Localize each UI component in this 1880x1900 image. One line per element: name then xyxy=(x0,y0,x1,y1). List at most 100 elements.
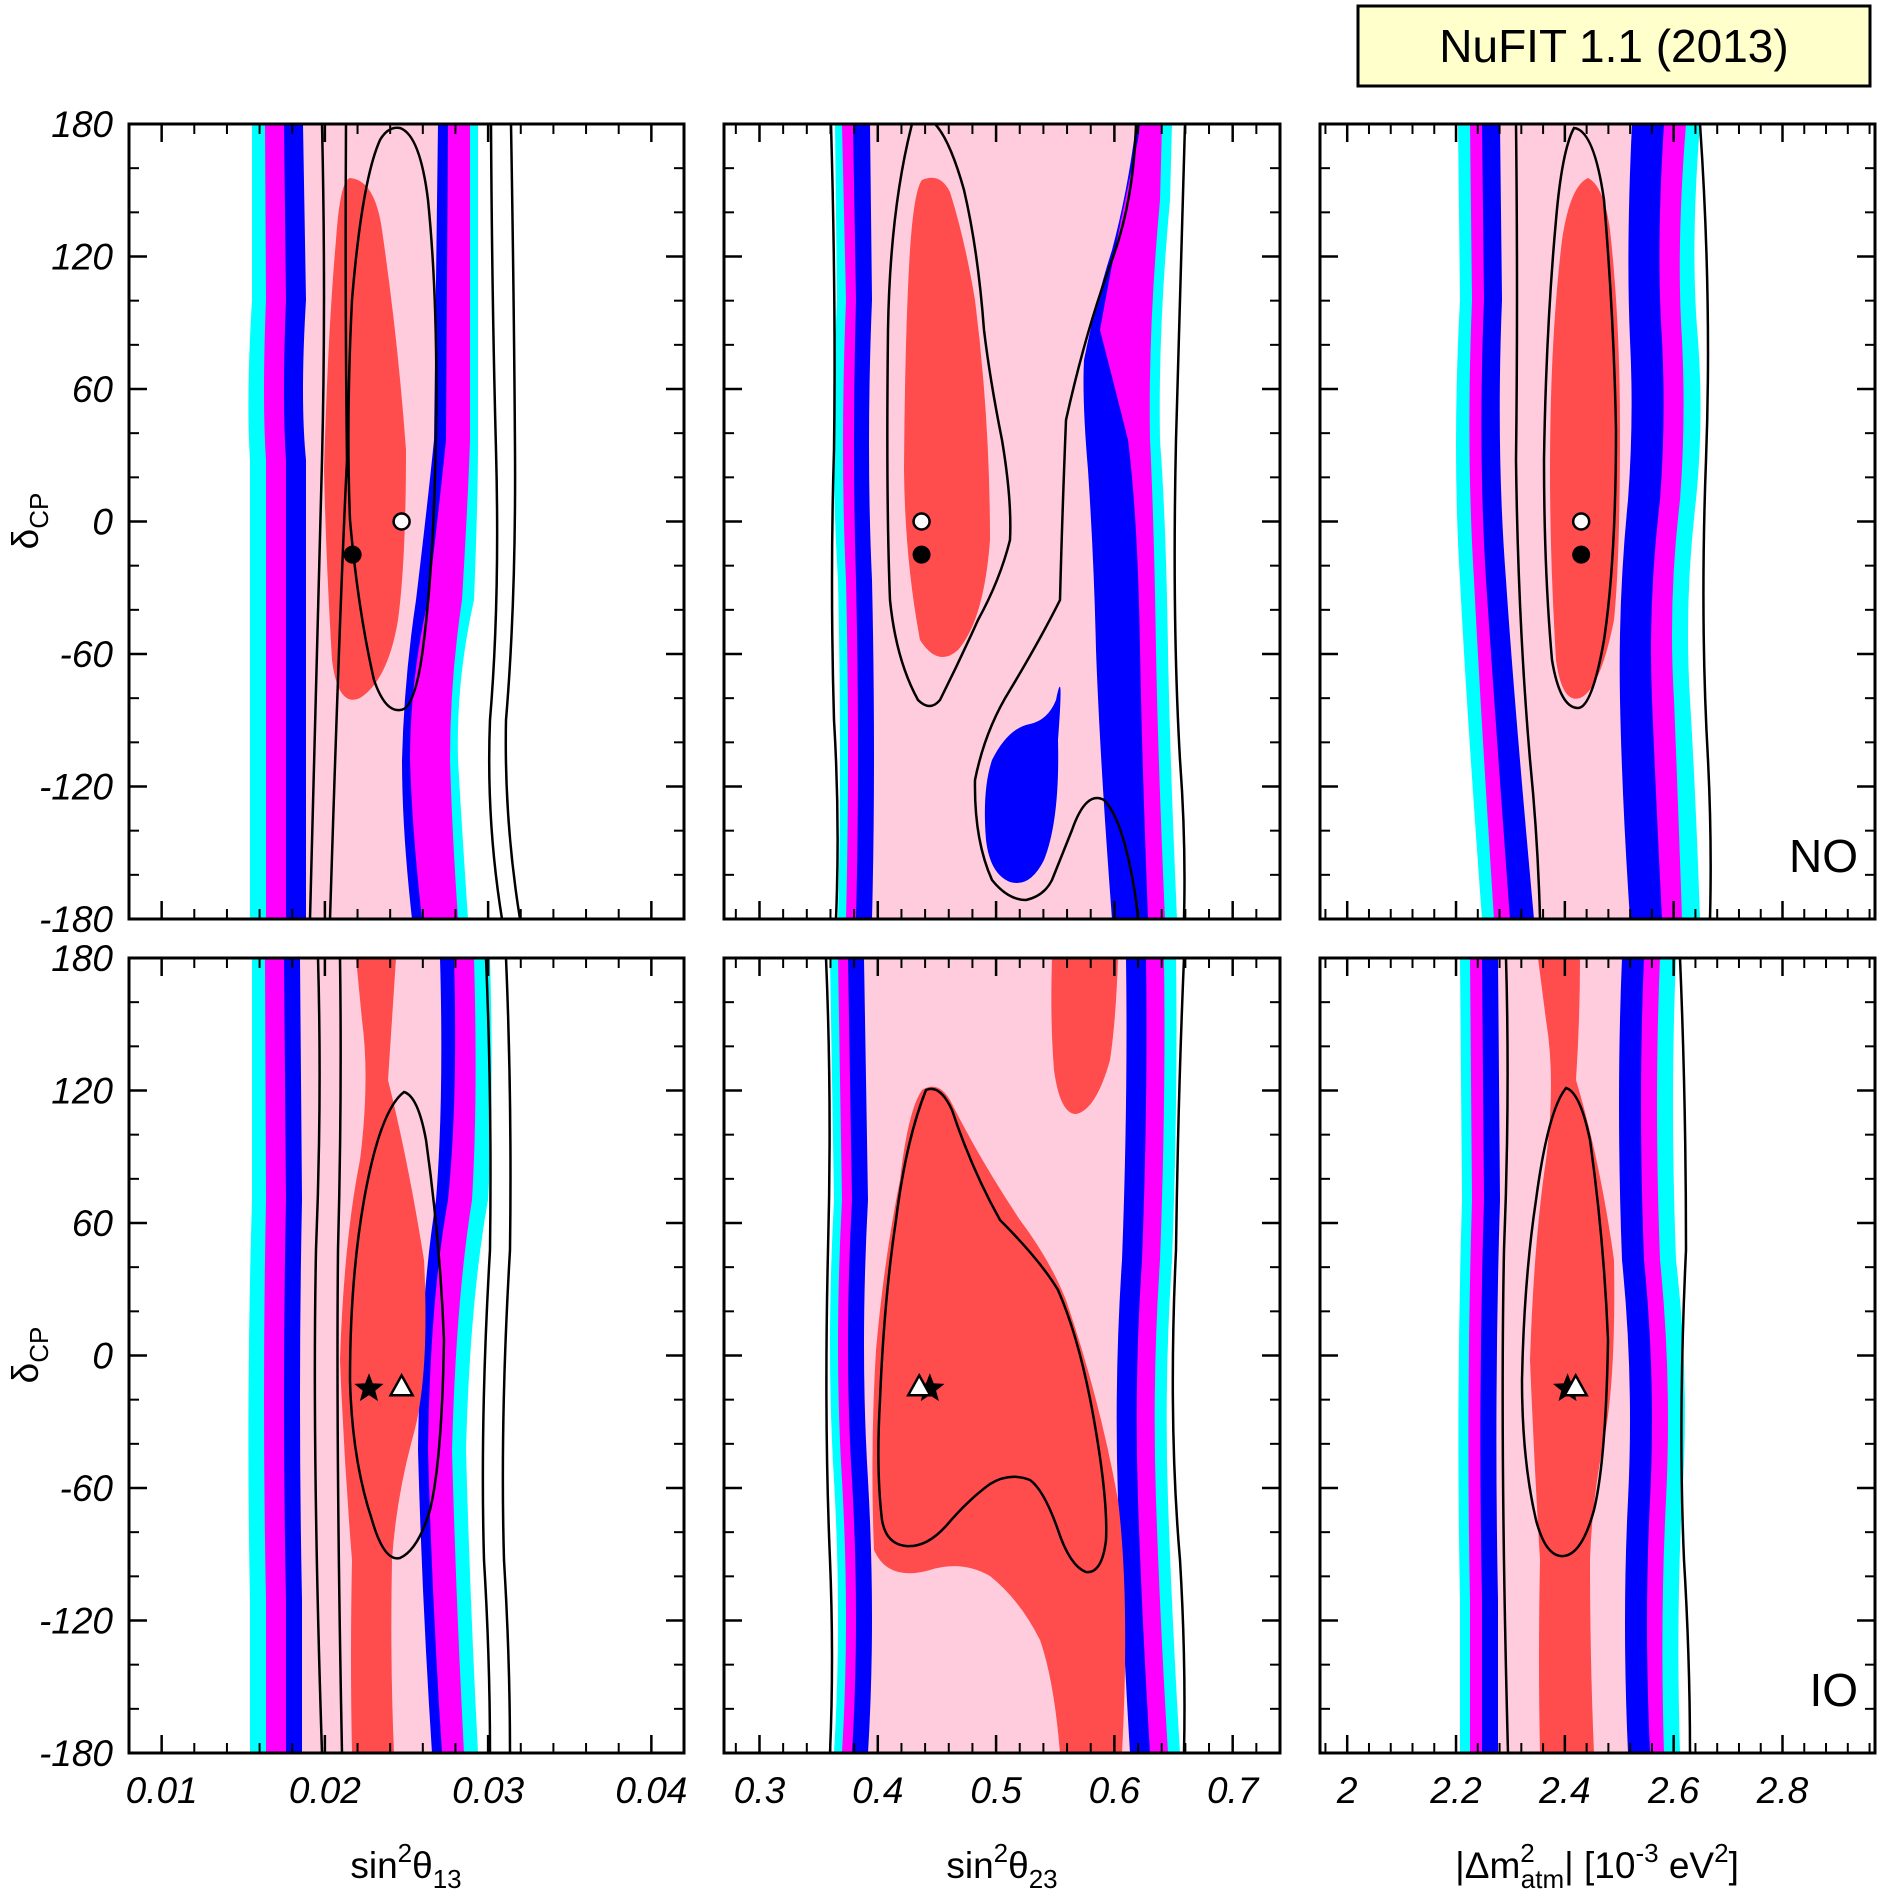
markers-panel-2 xyxy=(1571,512,1591,564)
x-tick-label: 0.7 xyxy=(1207,1770,1260,1811)
contour-closed-1sigma xyxy=(886,124,1012,708)
best-fit-triangle xyxy=(1562,1372,1589,1397)
axes-panel-3: 180 120 60 0 -60 -120 -180 0.01 0.02 0.03 0.04 xyxy=(39,938,687,1811)
y-tick-label: 180 xyxy=(51,938,113,979)
axes-layer: 180120600-60-120-180180120600-60-120-180… xyxy=(39,104,1877,1811)
contour-line-c xyxy=(487,124,504,919)
markers-panel-5 xyxy=(1552,1372,1589,1402)
x-tick-label: 0.6 xyxy=(1089,1770,1141,1811)
contour-closed-1sigma xyxy=(1542,126,1618,710)
contour-line-b xyxy=(1678,958,1692,1753)
y-tick-label: 120 xyxy=(51,1071,113,1112)
contour-line-a xyxy=(1501,958,1510,1753)
y-tick-label: -60 xyxy=(60,1468,114,1509)
x-tick-label: 0.5 xyxy=(970,1770,1022,1811)
region-red xyxy=(904,177,990,658)
x-tick-label: 0.3 xyxy=(734,1770,786,1811)
contour-line-a xyxy=(328,124,349,919)
x-tick-label: 0.02 xyxy=(289,1770,361,1811)
markers-panel-3 xyxy=(354,1372,415,1402)
x-tick-label: 2.6 xyxy=(1647,1770,1700,1811)
contour-closed-1sigma xyxy=(347,126,438,712)
xlabel-dm2: |Δm2 atm| [10-3 eV2] xyxy=(1455,1838,1739,1894)
y-tick-label: -180 xyxy=(39,1733,113,1774)
axes-panel-4: 0.3 0.4 0.5 0.6 0.7 xyxy=(722,956,1282,1811)
ylabel-top: δCP xyxy=(5,493,54,550)
best-fit-open-circle xyxy=(392,512,411,531)
contour-line-b xyxy=(336,958,344,1753)
row-label-no: NO xyxy=(1789,830,1858,882)
panel-no-theta23 xyxy=(829,124,1187,919)
x-tick-label: 0.04 xyxy=(615,1770,687,1811)
best-fit-triangle xyxy=(906,1372,933,1397)
best-fit-triangle xyxy=(388,1372,415,1397)
ylabel-top-sub: CP xyxy=(24,493,54,529)
x-tick-label: 2 xyxy=(1336,1770,1358,1811)
contour-line-b xyxy=(308,124,326,919)
best-fit-star xyxy=(354,1373,384,1402)
y-tick-label: -120 xyxy=(39,767,113,808)
region-red xyxy=(324,178,406,700)
contour-line-a xyxy=(829,124,839,919)
badge-label: NuFIT 1.1 (2013) xyxy=(1439,20,1788,72)
panel-io-theta23 xyxy=(824,958,1186,1753)
best-fit-filled-circle xyxy=(1572,545,1591,564)
x-tick-label: 0.01 xyxy=(126,1770,198,1811)
badge-box xyxy=(1356,4,1872,88)
contour-line-b xyxy=(1698,124,1712,919)
contour-line-b xyxy=(1171,958,1186,1753)
xlabel-theta13: sin2θ13 xyxy=(350,1838,461,1894)
ylabel-bottom-sub: CP xyxy=(24,1327,54,1363)
panel-io-dm2: IO xyxy=(1458,958,1858,1753)
y-tick-label: -60 xyxy=(60,634,114,675)
x-tick-label: 0.03 xyxy=(452,1770,524,1811)
x-tick-label: 2.4 xyxy=(1538,1770,1590,1811)
contour-closed-outer xyxy=(973,124,1140,919)
y-tick-label: 120 xyxy=(51,237,113,278)
region-blue-island xyxy=(984,686,1061,884)
x-tick-label: 0.4 xyxy=(852,1770,903,1811)
markers-panel-4 xyxy=(906,1372,945,1402)
region-red-upper xyxy=(1051,958,1118,1114)
markers-layer xyxy=(343,512,1591,1402)
y-tick-label: 0 xyxy=(92,502,113,543)
region-red xyxy=(340,958,426,1753)
svg-text:δCP: δCP xyxy=(5,1327,54,1384)
y-tick-label: 180 xyxy=(51,104,113,145)
y-tick-label: 60 xyxy=(72,369,114,410)
contour-line-a xyxy=(824,958,834,1753)
xlabel-theta23: sin2θ23 xyxy=(946,1838,1057,1894)
panel-io-theta13 xyxy=(248,958,512,1753)
y-tick-label: -180 xyxy=(39,899,113,940)
axes-panel-1 xyxy=(722,122,1282,921)
y-tick-label: -120 xyxy=(39,1601,113,1642)
contour-line-c xyxy=(481,958,492,1753)
svg-text:δCP: δCP xyxy=(5,493,54,550)
axes-panel-0: 180 120 60 0 -60 -120 -180 xyxy=(39,104,686,940)
x-tick-label: 2.2 xyxy=(1429,1770,1482,1811)
ylabel-bottom-main: δ xyxy=(5,1363,46,1384)
version-badge: NuFIT 1.1 (2013) xyxy=(1356,4,1872,88)
panel-no-theta13 xyxy=(248,124,522,919)
markers-panel-0 xyxy=(343,512,411,564)
axes-panel-2 xyxy=(1318,122,1877,921)
contour-line-d xyxy=(504,124,522,919)
contour-line-b xyxy=(1173,124,1187,919)
best-fit-filled-circle xyxy=(343,545,362,564)
contour-closed-1sigma xyxy=(877,1087,1108,1574)
y-tick-label: 60 xyxy=(72,1203,114,1244)
best-fit-open-circle xyxy=(912,512,931,531)
best-fit-filled-circle xyxy=(912,545,931,564)
axes-panel-5: 2 2.2 2.4 2.6 2.8 xyxy=(1318,956,1877,1811)
contour-line-a xyxy=(313,958,324,1753)
markers-panel-1 xyxy=(912,512,931,564)
best-fit-open-circle xyxy=(1571,512,1591,531)
ylabel-bottom: δCP xyxy=(5,1327,54,1384)
row-label-io: IO xyxy=(1809,1664,1858,1716)
x-tick-label: 2.8 xyxy=(1756,1770,1809,1811)
ylabel-top-main: δ xyxy=(5,529,46,550)
contour-line-d xyxy=(501,958,512,1753)
contour-line-a xyxy=(1514,124,1542,919)
region-red xyxy=(1550,178,1620,699)
